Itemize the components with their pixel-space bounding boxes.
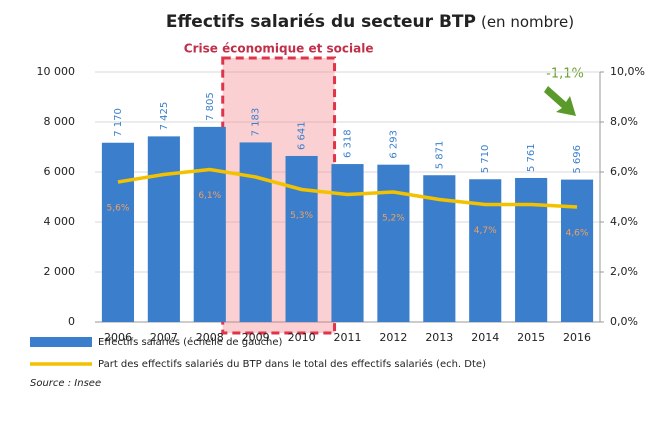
bar-value-label: 6 641 [297, 121, 308, 150]
y-tick-label: 0 [68, 315, 75, 328]
x-tick-label: 2012 [379, 331, 407, 344]
y2-tick-label: 10,0% [610, 65, 645, 78]
y-tick-label: 2 000 [44, 265, 76, 278]
line-value-label: 6,1% [198, 191, 221, 201]
source: Source : Insee [30, 378, 101, 389]
x-tick-label: 2015 [517, 331, 545, 344]
x-tick-label: 2013 [425, 331, 453, 344]
bar [331, 164, 364, 322]
line-value-label: 5,6% [107, 204, 130, 214]
x-tick-label: 2007 [150, 331, 178, 344]
bar-value-label: 5 696 [572, 145, 583, 174]
y-tick-label: 8 000 [44, 115, 76, 128]
line [117, 167, 578, 209]
bar-value-label: 5 761 [526, 143, 537, 172]
legend-label: Effectifs salariés (échelle de gauche) [98, 336, 283, 348]
x-tick-label: 2009 [242, 331, 270, 344]
x-tick-label: 2016 [563, 331, 591, 344]
y2-tick-label: 0,0% [610, 315, 638, 328]
subtitle: (en nombre) [481, 13, 574, 31]
y-tick-label: 10 000 [37, 65, 76, 78]
bar [193, 126, 226, 322]
bar [147, 136, 180, 322]
bar-value-label: 7 425 [159, 102, 170, 131]
chart-title: Effectifs salariés du secteur BTP (en nom… [166, 12, 574, 32]
x-tick-label: 2006 [104, 331, 132, 344]
y2-tick-label: 2,0% [610, 265, 638, 278]
crisis-annotation: Crise économique et sociale [184, 42, 374, 56]
legend-label: Part des effectifs salariés du BTP dans … [98, 358, 486, 370]
bar [469, 179, 502, 322]
y-tick-label: 4 000 [44, 215, 76, 228]
y-tick-label: 6 000 [44, 165, 76, 178]
line-value-label: 5,2% [382, 214, 405, 224]
line-value-label: 4,7% [474, 226, 497, 236]
bar-value-label: 6 318 [343, 129, 354, 158]
x-tick-label: 2014 [471, 331, 499, 344]
bar [377, 164, 410, 322]
bar [560, 179, 594, 322]
arrow [544, 86, 576, 116]
bar [515, 177, 548, 322]
y2-tick-label: 4,0% [610, 215, 638, 228]
x-tick-label: 2010 [288, 331, 316, 344]
bar-value-label: 5 871 [434, 141, 445, 170]
y2-tick-label: 8,0% [610, 115, 638, 128]
bar-value-label: 7 183 [251, 108, 262, 137]
crisis-highlight [221, 56, 337, 335]
legend-swatch [30, 337, 92, 347]
bar [101, 142, 135, 322]
bar [285, 155, 318, 322]
line-value-label: 4,6% [566, 229, 589, 239]
bar-value-label: 6 293 [388, 130, 399, 159]
y2-tick-label: 6,0% [610, 165, 638, 178]
bar [239, 142, 272, 322]
bar-value-label: 5 710 [480, 145, 491, 174]
line-value-label: 5,3% [290, 211, 313, 221]
title: Effectifs salariés du secteur BTP [166, 12, 476, 32]
bar-value-label: 7 805 [205, 92, 216, 121]
change-annotation: -1,1% [546, 67, 584, 82]
x-tick-label: 2011 [334, 331, 362, 344]
bar-value-label: 7 170 [113, 108, 124, 137]
x-tick-label: 2008 [196, 331, 224, 344]
